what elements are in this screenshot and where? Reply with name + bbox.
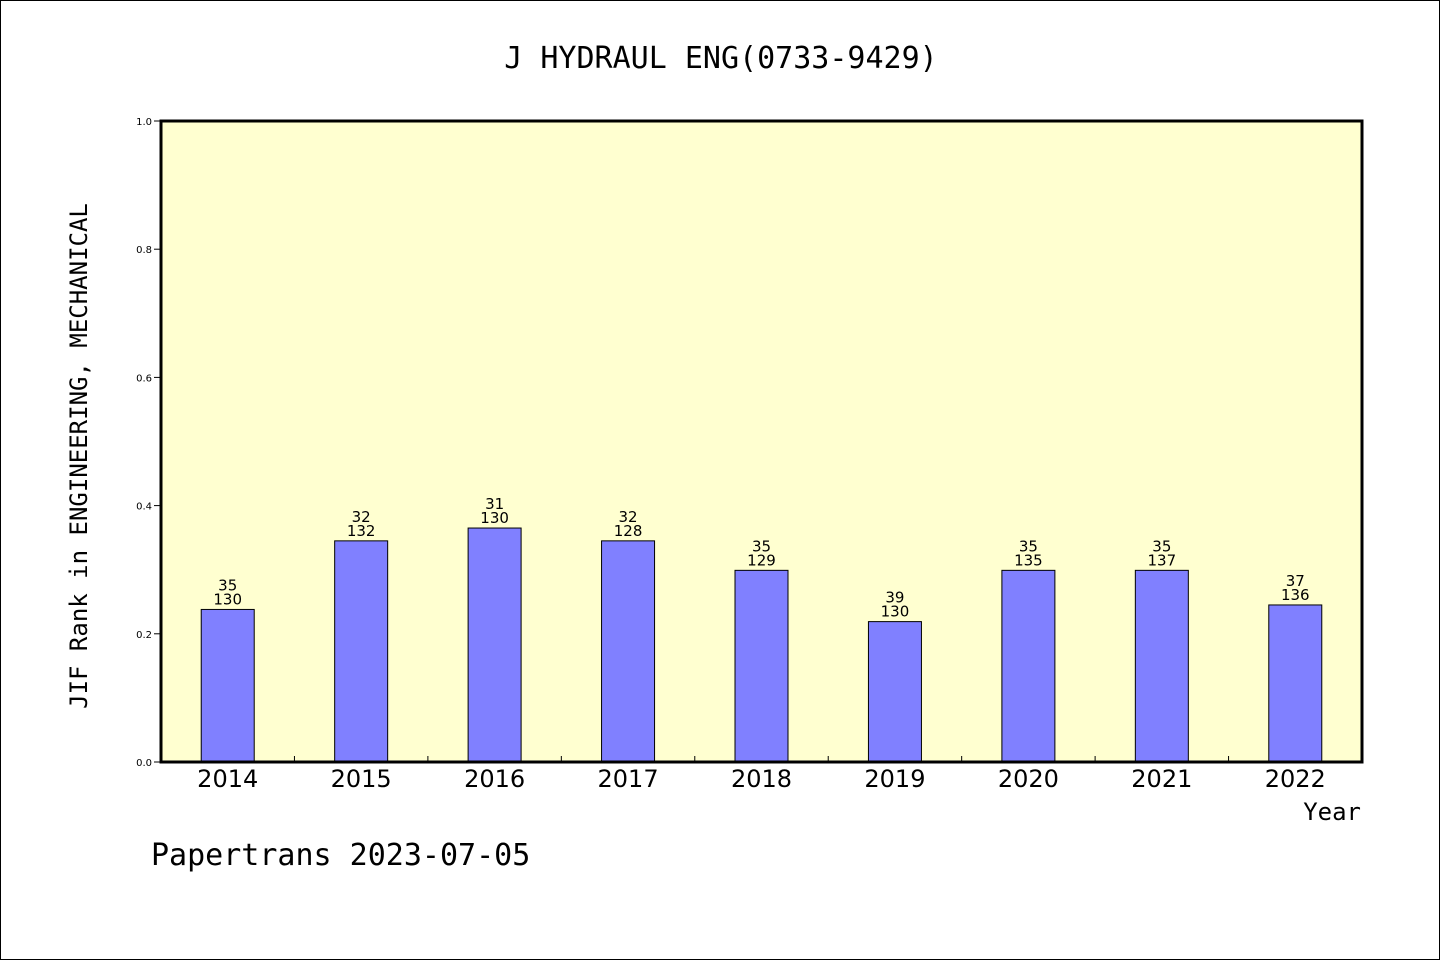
bar-total-label: 132: [347, 522, 376, 540]
x-tick-label: 2015: [331, 765, 392, 793]
x-axis-ticks: 2014 2015 2016 2017 2018 2019 2020 2021 2022: [197, 756, 1326, 793]
bar-rank-label: 39: [885, 589, 904, 607]
bar-total-label: 137: [1148, 551, 1177, 569]
y-tick-label: 1.0: [136, 117, 152, 128]
bar: [200, 608, 255, 763]
bar-total-label: 130: [480, 509, 509, 527]
bar-rank-label: 35: [1152, 537, 1171, 555]
x-tick-label: 2021: [1131, 765, 1192, 793]
x-tick-label: 2018: [731, 765, 792, 793]
bar: [334, 540, 389, 763]
x-tick-label: 2014: [197, 765, 258, 793]
bar: [1134, 569, 1189, 763]
bar: [601, 540, 656, 763]
plot-border: [159, 119, 1364, 764]
bar: [1268, 604, 1323, 763]
y-tick-label: 0.8: [136, 245, 152, 256]
bar-total-label: 136: [1281, 586, 1310, 604]
bar-rank-label: 35: [752, 537, 771, 555]
bar-rank-label: 35: [1019, 537, 1038, 555]
x-tick-label: 2016: [464, 765, 525, 793]
bar-total-label: 129: [747, 551, 776, 569]
bar-total-label: 128: [614, 522, 643, 540]
chart-title: J HYDRAUL ENG(0733-9429): [504, 41, 937, 76]
bar: [734, 569, 789, 763]
y-tick-label: 0.2: [136, 630, 152, 641]
y-tick-label: 0.0: [136, 758, 152, 769]
bar-total-label: 130: [881, 603, 910, 621]
bar: [467, 527, 522, 763]
bar-rank-label: 37: [1286, 572, 1305, 590]
y-tick-label: 0.4: [136, 502, 152, 513]
y-tick-label: 0.6: [136, 373, 152, 384]
bar-rank-label: 32: [352, 508, 371, 526]
x-tick-label: 2022: [1265, 765, 1326, 793]
bar-rank-label: 31: [485, 495, 504, 513]
y-axis-label: JIF Rank in ENGINEERING, MECHANICAL: [65, 203, 93, 709]
footer-credit: Papertrans 2023-07-05: [151, 838, 530, 873]
x-axis-label: Year: [1303, 798, 1361, 826]
bar-total-label: 130: [213, 590, 242, 608]
bar-total-label: 135: [1014, 551, 1043, 569]
x-tick-label: 2020: [998, 765, 1059, 793]
bar: [867, 621, 922, 763]
x-tick-label: 2019: [864, 765, 925, 793]
bar-rank-label: 32: [619, 508, 638, 526]
y-axis-ticks: 0.0 0.2 0.4 0.6 0.8 1.0: [136, 117, 161, 769]
x-tick-label: 2017: [598, 765, 659, 793]
bar: [1001, 569, 1056, 763]
bar-rank-label: 35: [218, 576, 237, 594]
